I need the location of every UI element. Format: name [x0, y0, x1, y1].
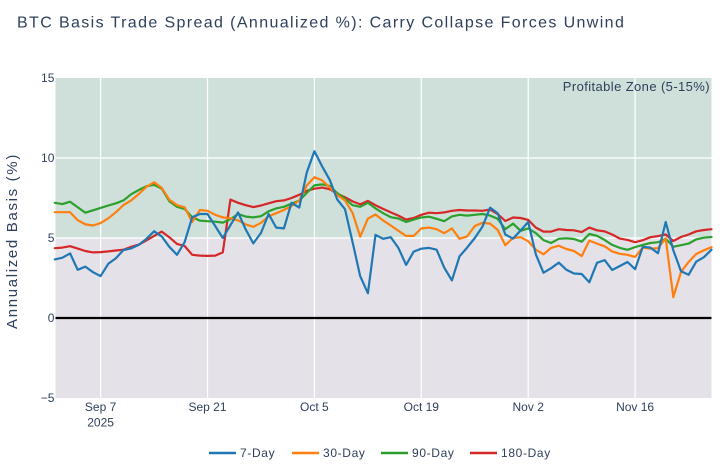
- svg-text:90-Day: 90-Day: [412, 446, 455, 460]
- svg-text:180-Day: 180-Day: [501, 446, 551, 460]
- svg-text:Annualized Basis (%): Annualized Basis (%): [4, 153, 21, 329]
- svg-text:−5: −5: [41, 391, 55, 405]
- svg-text:5: 5: [48, 231, 55, 245]
- svg-text:10: 10: [41, 151, 55, 165]
- svg-text:0: 0: [48, 311, 55, 325]
- svg-text:Nov 16: Nov 16: [616, 400, 654, 414]
- svg-text:Sep 21: Sep 21: [188, 400, 226, 414]
- svg-text:Sep 7: Sep 7: [85, 400, 117, 414]
- svg-text:7-Day: 7-Day: [240, 446, 275, 460]
- svg-text:2025: 2025: [87, 416, 114, 430]
- svg-text:BTC Basis Trade Spread (Annual: BTC Basis Trade Spread (Annualized %): C…: [17, 15, 625, 32]
- svg-text:30-Day: 30-Day: [323, 446, 366, 460]
- svg-text:Nov 2: Nov 2: [513, 400, 545, 414]
- svg-text:Oct 19: Oct 19: [404, 400, 440, 414]
- svg-text:Profitable Zone (5-15%): Profitable Zone (5-15%): [563, 79, 710, 94]
- svg-text:15: 15: [41, 71, 55, 85]
- svg-text:Oct 5: Oct 5: [300, 400, 329, 414]
